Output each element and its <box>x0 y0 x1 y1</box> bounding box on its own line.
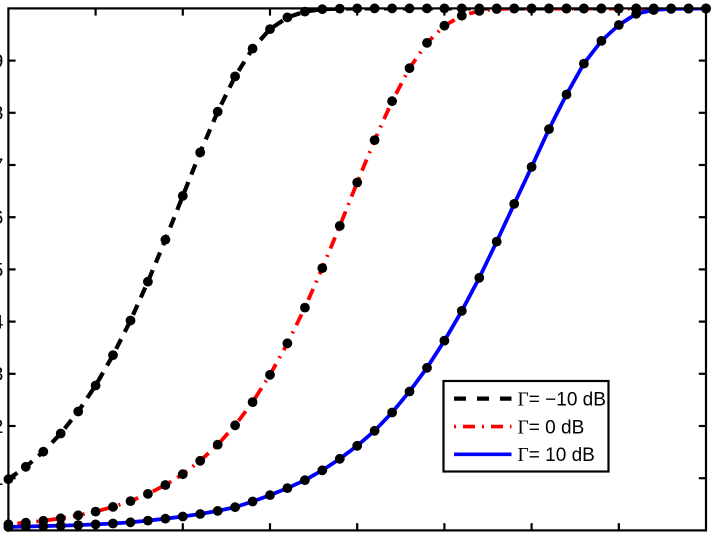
svg-text:0.5: 0.5 <box>0 259 4 281</box>
svg-text:Γ= 10 dB: Γ= 10 dB <box>518 445 595 466</box>
svg-text:Γ= 0 dB: Γ= 0 dB <box>518 417 585 438</box>
svg-text:0.2: 0.2 <box>0 416 3 438</box>
svg-text:0.9: 0.9 <box>0 51 3 73</box>
svg-text:0.3: 0.3 <box>0 364 3 386</box>
svg-text:Γ= −10 dB: Γ= −10 dB <box>518 389 606 410</box>
svg-text:0.4: 0.4 <box>0 312 4 334</box>
svg-text:0.6: 0.6 <box>0 207 3 229</box>
svg-text:0.8: 0.8 <box>0 103 3 125</box>
svg-text:0.7: 0.7 <box>0 155 3 177</box>
svg-text:0.1: 0.1 <box>0 468 3 490</box>
